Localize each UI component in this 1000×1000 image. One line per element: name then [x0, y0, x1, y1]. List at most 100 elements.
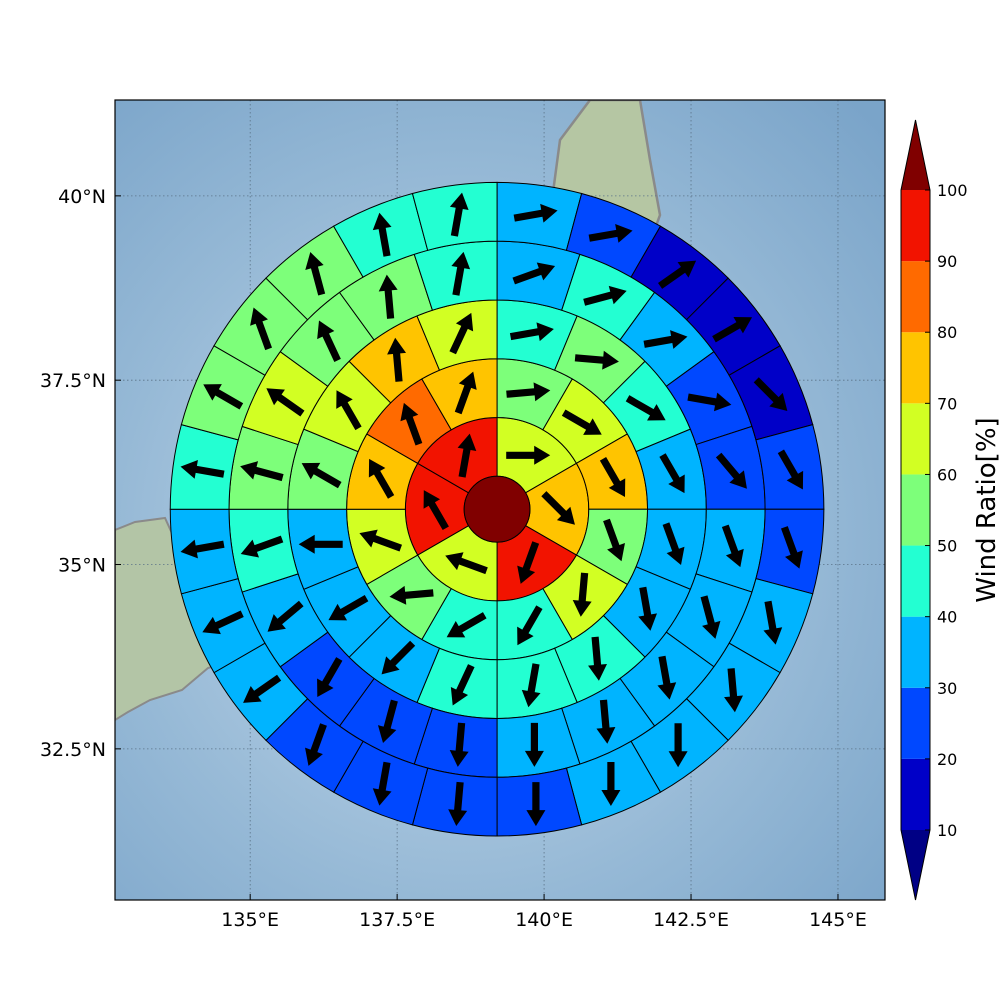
y-tick-label: 32.5°N	[40, 739, 106, 761]
wind-arrow-shape	[445, 552, 488, 575]
wind-arrow-shape	[400, 402, 423, 446]
wind-arrow	[266, 388, 305, 417]
colorbar-tick-label: 30	[937, 679, 957, 698]
wind-arrow	[512, 262, 556, 285]
colorbar-segment	[901, 403, 930, 475]
wind-arrow	[588, 224, 633, 243]
wind-arrow	[359, 529, 403, 552]
wind-arrow-shape	[180, 539, 225, 559]
colorbar-segment	[901, 758, 930, 830]
wind-arrow-shape	[203, 384, 244, 410]
wind-arrow-shape	[777, 449, 804, 490]
wind-arrow-shape	[372, 761, 392, 806]
wind-arrow-shape	[240, 461, 284, 482]
wind-arrow	[659, 453, 685, 494]
wind-arrow	[526, 782, 546, 827]
wind-arrow-shape	[541, 491, 575, 525]
wind-arrow-shape	[457, 433, 477, 478]
y-tick-label: 40°N	[58, 186, 106, 208]
wind-arrow-shape	[601, 762, 621, 806]
y-tick-labels: 32.5°N 35°N 37.5°N 40°N	[40, 186, 121, 761]
wind-arrow-shape	[524, 722, 544, 767]
wind-arrow-shape	[317, 657, 343, 698]
wind-arrow-shape	[240, 535, 284, 558]
wind-arrow	[377, 699, 398, 744]
wind-arrow	[572, 572, 592, 617]
wind-arrow-shape	[305, 723, 327, 766]
wind-arrow-shape	[377, 699, 398, 744]
wind-arrow-shape	[521, 663, 541, 708]
wind-arrow	[721, 524, 744, 568]
wind-arrow-shape	[450, 664, 475, 706]
wind-arrow	[250, 307, 273, 351]
wind-arrow-shape	[596, 699, 616, 744]
colorbar-tick-label: 90	[937, 252, 957, 271]
wind-arrow-shape	[423, 490, 449, 531]
wind-arrow-shape	[336, 390, 362, 431]
colorbar-tick-label: 80	[937, 323, 957, 342]
colorbar-segment	[901, 616, 930, 688]
wind-arrow-shape	[298, 534, 343, 554]
wind-arrow	[387, 337, 407, 382]
wind-arrow-shape	[243, 674, 282, 703]
wind-arrow	[643, 330, 688, 349]
wind-arrow-shape	[512, 262, 556, 285]
wind-arrow-shape	[389, 585, 434, 605]
wind-arrow-shape	[668, 723, 688, 768]
wind-arrow-shape	[724, 668, 743, 713]
wind-arrow-shape	[659, 453, 685, 494]
wind-arrow	[517, 541, 540, 584]
wind-arrow	[506, 445, 551, 465]
wind-arrow-shape	[305, 252, 326, 296]
wind-arrow-shape	[509, 322, 554, 342]
colorbar-segment	[901, 332, 930, 404]
colorbar-tick-label: 10	[937, 821, 957, 840]
wind-arrow	[372, 212, 392, 257]
wind-arrow-shape	[763, 600, 783, 645]
wind-arrow	[305, 723, 327, 766]
wind-arrow	[638, 586, 657, 631]
wind-arrow-shape	[687, 392, 732, 412]
wind-arrow-shape	[267, 600, 304, 632]
wind-arrow-shape	[378, 274, 398, 319]
wind-arrow-shape	[449, 192, 469, 237]
wind-arrow	[240, 535, 284, 558]
wind-arrow	[451, 251, 471, 296]
wind-arrow	[317, 320, 341, 362]
wind-arrow-shape	[317, 320, 341, 362]
colorbar-label: Wind Ratio[%]	[972, 417, 1000, 602]
wind-arrow	[583, 285, 627, 306]
wind-arrow-shape	[301, 462, 342, 489]
wind-arrow	[446, 612, 487, 638]
wind-arrow-shape	[506, 382, 551, 402]
wind-arrow-shape	[372, 212, 392, 257]
colorbar-tick-label: 100	[937, 181, 968, 200]
wind-arrow-shape	[588, 224, 633, 243]
colorbar-segment	[901, 687, 930, 759]
wind-arrow	[588, 636, 607, 681]
wind-arrow-shape	[449, 722, 469, 767]
wind-arrow	[368, 458, 395, 499]
wind-arrow	[243, 674, 282, 703]
colorbar-tick-label: 50	[937, 537, 957, 556]
wind-arrow	[601, 762, 621, 806]
wind-arrow-shape	[387, 337, 407, 382]
wind-arrow	[305, 252, 326, 296]
wind-arrow	[596, 699, 616, 744]
wind-arrow	[400, 402, 423, 446]
wind-arrow	[603, 518, 625, 562]
wind-arrow-shape	[643, 330, 688, 349]
wind-arrow	[657, 655, 677, 700]
wind-arrow	[687, 392, 732, 412]
wind-arrow	[668, 723, 688, 768]
axes-frame	[114, 99, 886, 901]
wind-arrow	[506, 382, 551, 402]
wind-arrow	[561, 409, 602, 435]
wind-arrow	[449, 192, 469, 237]
wind-arrow	[777, 449, 804, 490]
wind-arrow-shape	[657, 655, 677, 700]
colorbar-segment	[901, 474, 930, 546]
wind-arrow-shape	[599, 457, 626, 497]
wind-arrow	[301, 462, 342, 489]
colorbar-segment	[901, 545, 930, 617]
